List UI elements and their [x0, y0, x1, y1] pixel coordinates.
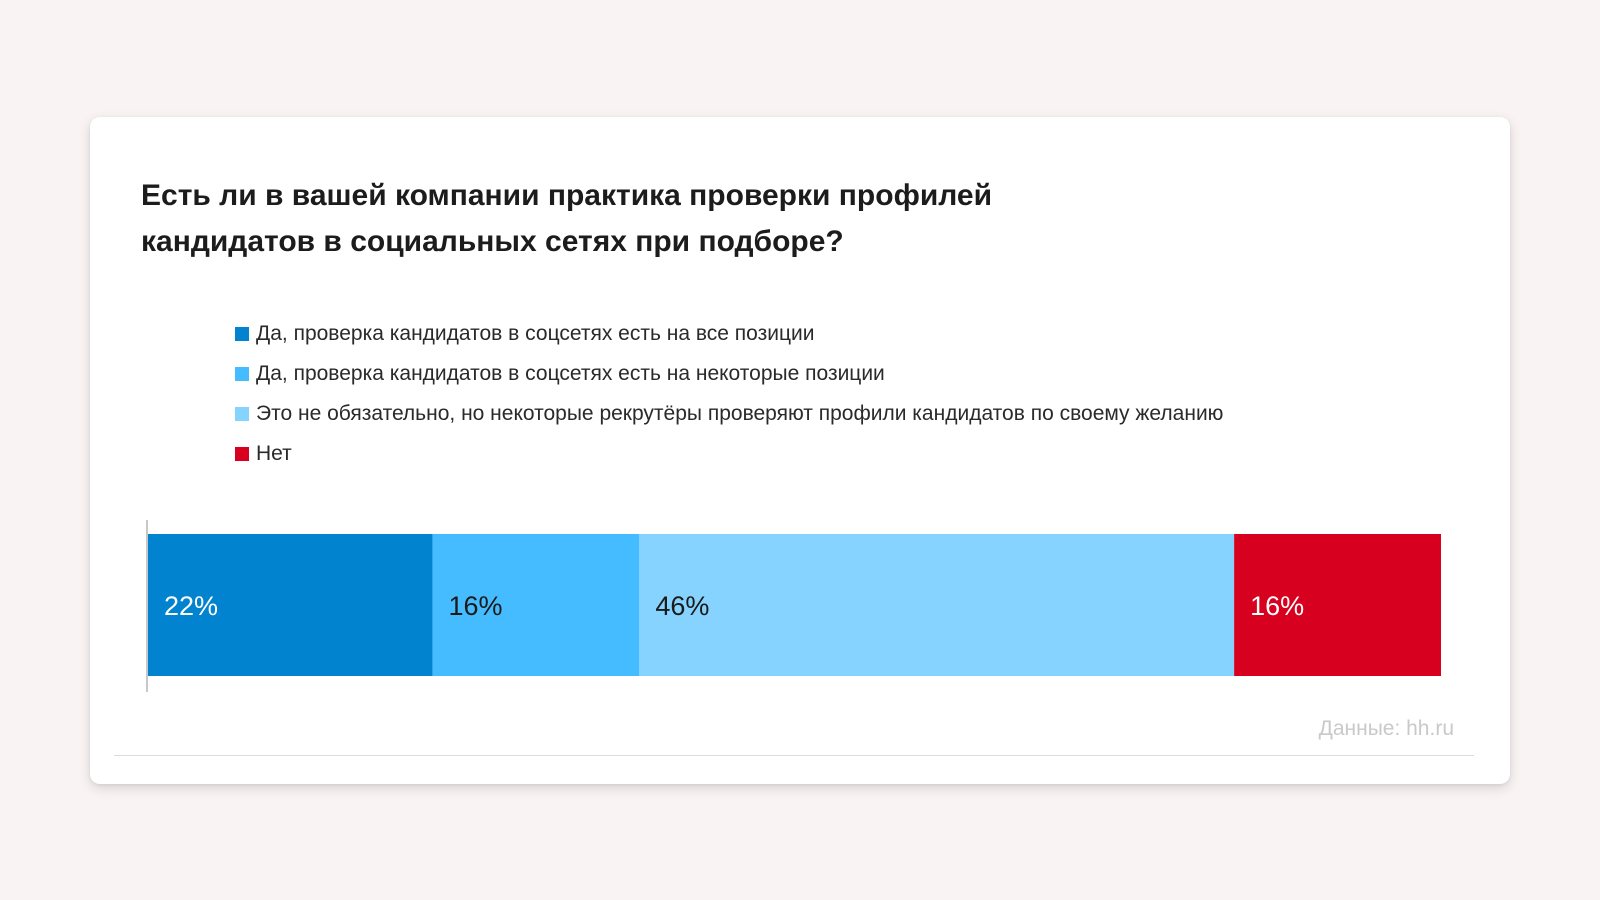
- legend-item: Нет: [235, 434, 1223, 474]
- bar-segment: [148, 534, 433, 676]
- legend: Да, проверка кандидатов в соцсетях есть …: [235, 314, 1223, 474]
- bar-segment: [432, 534, 640, 676]
- stacked-bar-chart: 22% 16% 46% 16%: [146, 520, 1441, 692]
- bar-segment: [639, 534, 1235, 676]
- legend-swatch: [235, 367, 249, 381]
- legend-item: Да, проверка кандидатов в соцсетях есть …: [235, 354, 1223, 394]
- legend-swatch: [235, 407, 249, 421]
- divider: [114, 755, 1474, 756]
- bar-segment: [1234, 534, 1441, 676]
- bar-data-label: 16%: [448, 591, 502, 621]
- bar-data-label: 46%: [655, 591, 709, 621]
- legend-swatch: [235, 327, 249, 341]
- bar-data-label: 16%: [1250, 591, 1304, 621]
- chart-card: Есть ли в вашей компании практика провер…: [90, 117, 1510, 784]
- legend-label: Нет: [256, 442, 292, 465]
- legend-label: Это не обязательно, но некоторые рекрутё…: [256, 402, 1224, 425]
- legend-item: Да, проверка кандидатов в соцсетях есть …: [235, 314, 1223, 354]
- source-note: Данные: hh.ru: [1318, 717, 1454, 740]
- legend-swatch: [235, 447, 249, 461]
- chart-title: Есть ли в вашей компании практика провер…: [141, 179, 993, 258]
- bar-data-label: 22%: [164, 591, 218, 621]
- legend-label: Да, проверка кандидатов в соцсетях есть …: [256, 322, 815, 345]
- legend-label: Да, проверка кандидатов в соцсетях есть …: [256, 362, 885, 385]
- legend-item: Это не обязательно, но некоторые рекрутё…: [235, 394, 1223, 434]
